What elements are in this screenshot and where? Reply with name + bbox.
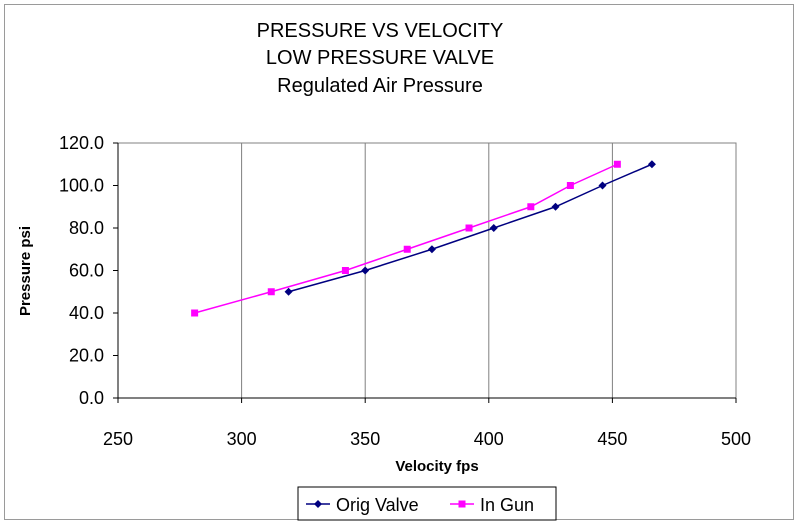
legend-marker-orig-valve [314, 500, 322, 508]
y-tick-label: 0.0 [79, 388, 104, 408]
x-tick-label: 350 [350, 429, 380, 449]
data-point-orig-valve [361, 266, 370, 275]
data-point-orig-valve [647, 160, 656, 169]
data-point-in-gun [465, 224, 473, 232]
legend-box [297, 486, 557, 521]
x-tick-label: 450 [597, 429, 627, 449]
chart-title-line-1: PRESSURE VS VELOCITY [257, 20, 504, 42]
data-point-in-gun [566, 182, 574, 189]
grid-lines [241, 143, 613, 398]
chart-title-line-2: LOW PRESSURE VALVE [266, 47, 494, 69]
y-tick-label: 40.0 [69, 303, 104, 323]
legend-label-orig-valve: Orig Valve [336, 495, 419, 515]
legend-marker-in-gun [458, 500, 466, 508]
x-tick-label: 250 [103, 429, 133, 449]
series-line-in-gun [194, 163, 618, 314]
series-layer [191, 160, 656, 317]
data-point-orig-valve [489, 224, 498, 232]
data-point-in-gun [527, 203, 535, 211]
y-tick-label: 60.0 [69, 261, 104, 281]
y-axis-title: Pressure psi [17, 226, 34, 316]
data-point-orig-valve [598, 181, 607, 190]
y-tick-label: 80.0 [69, 218, 104, 238]
data-point-orig-valve [284, 287, 293, 296]
y-tick-label: 100.0 [59, 176, 104, 196]
x-axis-title: Velocity fps [395, 458, 478, 475]
data-point-in-gun [613, 160, 621, 168]
data-point-in-gun [403, 245, 411, 253]
x-tick-label: 300 [227, 429, 257, 449]
data-point-in-gun [341, 267, 349, 274]
legend-label-in-gun: In Gun [480, 495, 534, 515]
x-tick-label: 400 [474, 429, 504, 449]
legend: Orig Valve In Gun [297, 486, 557, 521]
plot-area [117, 142, 737, 399]
data-point-orig-valve [427, 245, 436, 254]
data-point-in-gun [267, 288, 275, 296]
y-tick-label: 120.0 [59, 133, 104, 153]
y-tick-label: 20.0 [69, 346, 104, 366]
chart-title-line-3: Regulated Air Pressure [277, 75, 483, 97]
x-tick-label: 500 [721, 429, 751, 449]
tick-labels: 250 300 350 400 450 500 0.0 20.0 40.0 60.0 80.0 100… [59, 133, 751, 449]
data-point-in-gun [191, 309, 199, 317]
data-point-orig-valve [551, 202, 560, 211]
